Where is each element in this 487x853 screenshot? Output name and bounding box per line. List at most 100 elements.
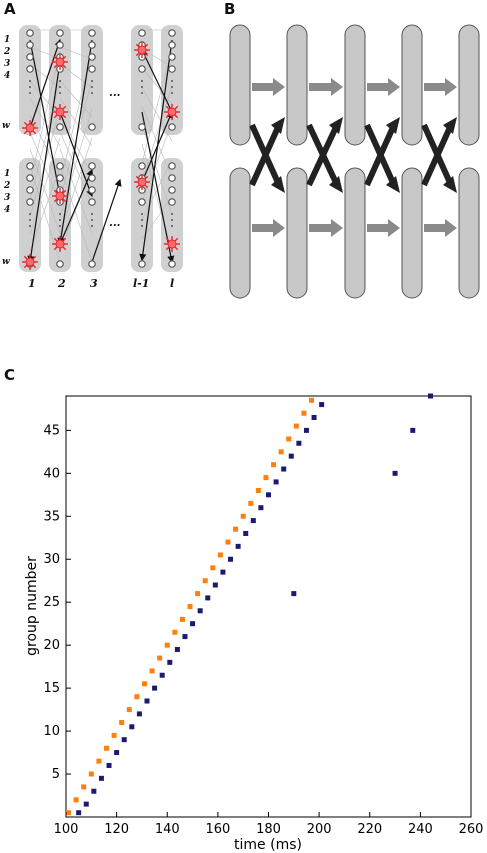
row-label-1: 1 (4, 35, 10, 45)
layer-pillar (229, 167, 251, 299)
active-neuron (167, 107, 177, 117)
neuron (168, 53, 176, 61)
spike-ray (53, 198, 58, 203)
x-tick-label: 200 (307, 822, 332, 837)
connection-line (59, 148, 93, 234)
dot (59, 80, 61, 82)
spike-point (119, 719, 125, 725)
y-axis-ticks: 5 10 15 20 25 30 35 40 45 (43, 423, 71, 782)
neuron (56, 29, 64, 37)
spike-point (319, 402, 325, 408)
spike-point (243, 530, 249, 536)
connection-line (29, 131, 61, 205)
neuron (168, 29, 176, 37)
spike-point (182, 634, 188, 640)
spike-point (273, 479, 279, 485)
neuron (168, 174, 176, 182)
spike-ray (32, 255, 37, 260)
spike-ray (135, 175, 140, 180)
spike-ray (53, 246, 58, 251)
forward-arrow-head (445, 78, 457, 96)
spike-point (220, 569, 226, 575)
spike-ray (53, 189, 58, 194)
forward-arrow-shaft (309, 224, 331, 232)
cross-arrow (364, 123, 397, 187)
plot-frame (65, 395, 472, 818)
active-neuron (55, 107, 65, 117)
spike-point (233, 526, 239, 532)
neuron (56, 123, 64, 131)
x-tick-label: 220 (357, 822, 382, 837)
forward-arrow-head (273, 78, 285, 96)
spike-point (301, 410, 307, 416)
layer-pillar (344, 24, 366, 146)
arrow (59, 168, 93, 245)
spike-ray (53, 237, 58, 242)
y-tick-label: 25 (43, 595, 60, 610)
x-tick-label: 100 (54, 822, 79, 837)
spike-point (309, 397, 315, 403)
dot (141, 225, 143, 227)
spike-ray (174, 246, 179, 251)
spike-point (187, 604, 193, 609)
forward-arrow-shaft (252, 224, 273, 232)
arrow (29, 38, 62, 129)
neuron (88, 41, 96, 49)
row-label-3: 3 (4, 59, 10, 69)
neuron (168, 41, 176, 49)
row-label-w: w (2, 121, 10, 131)
panel-b-diagram (229, 24, 480, 299)
connection-line (141, 48, 173, 164)
connection-line (29, 80, 61, 118)
spike-point (291, 591, 297, 597)
spike-ray (23, 130, 28, 135)
neuron (138, 29, 146, 37)
arrow (141, 48, 173, 113)
spike-point (266, 492, 271, 498)
spike-point (392, 470, 398, 476)
spike-ray (32, 130, 37, 135)
connection-line (59, 97, 93, 147)
spike-ray (144, 43, 149, 48)
spike-point (286, 436, 292, 442)
spike-point (202, 578, 208, 584)
spike-point (149, 668, 155, 674)
spike-ray (165, 114, 170, 119)
forward-arrow-head (445, 219, 457, 237)
spike-point (66, 810, 72, 816)
connection-line (59, 108, 93, 218)
row-label-1b: 1 (4, 169, 10, 179)
spike-point (172, 629, 178, 635)
neuron (56, 174, 64, 182)
x-tick-label: 180 (256, 822, 281, 837)
cross-arrow-head (443, 176, 457, 193)
arrow (27, 61, 61, 264)
arrow (91, 178, 122, 263)
x-tick-label: 260 (459, 822, 484, 837)
spike-ray (32, 264, 37, 269)
spike-ray (23, 255, 28, 260)
row-label-3b: 3 (4, 193, 10, 203)
neuron (26, 198, 34, 206)
neuron (88, 29, 96, 37)
layer-pillar (401, 24, 423, 146)
cross-arrow-head (329, 117, 343, 134)
layer-pillar (286, 167, 308, 299)
spike-point (250, 518, 256, 524)
neuron (168, 65, 176, 73)
y-tick-label: 30 (43, 552, 60, 567)
x-axis-label: time (ms) (234, 837, 302, 853)
connection-line (29, 137, 61, 235)
spike-point (428, 393, 433, 399)
dot (91, 86, 93, 88)
x-tick-label: 140 (155, 822, 180, 837)
dot (29, 92, 31, 94)
forward-arrow-head (331, 78, 343, 96)
dot (171, 213, 173, 215)
neuron (56, 41, 64, 49)
active-neuron (167, 239, 177, 249)
dot (59, 92, 61, 94)
spike-point (91, 788, 97, 794)
spike-point (159, 672, 165, 678)
